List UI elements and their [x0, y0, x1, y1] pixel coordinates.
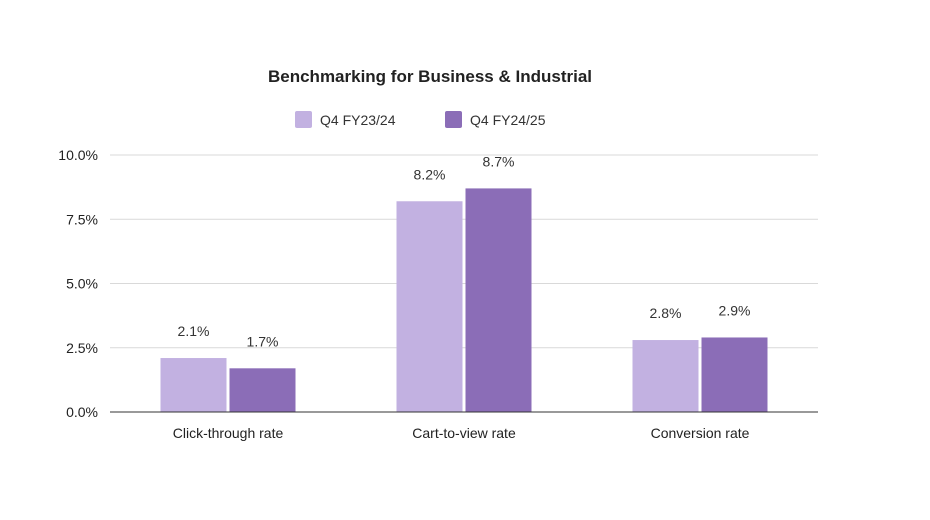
y-axis-ticks: 0.0% 2.5% 5.0% 7.5% 10.0%: [58, 147, 98, 420]
y-tick-label: 5.0%: [66, 276, 98, 292]
chart-title: Benchmarking for Business & Industrial: [268, 67, 592, 86]
bars: [160, 188, 768, 412]
legend-label-series-2: Q4 FY24/25: [470, 112, 546, 128]
bar-1-3: [632, 340, 699, 412]
x-category-label: Conversion rate: [651, 425, 750, 441]
y-tick-label: 0.0%: [66, 404, 98, 420]
data-label: 8.7%: [483, 153, 515, 169]
bar-2-1: [229, 368, 296, 412]
bar-2-2: [465, 188, 532, 412]
legend-swatch-series-1: [295, 111, 312, 128]
data-labels: 2.1% 1.7% 8.2% 8.7% 2.8% 2.9%: [178, 153, 751, 349]
y-tick-label: 10.0%: [58, 147, 98, 163]
x-category-label: Click-through rate: [173, 425, 284, 441]
y-tick-label: 2.5%: [66, 340, 98, 356]
legend-label-series-1: Q4 FY23/24: [320, 112, 396, 128]
data-label: 2.1%: [178, 323, 210, 339]
bar-2-3: [701, 337, 768, 412]
data-label: 2.8%: [650, 305, 682, 321]
y-tick-label: 7.5%: [66, 211, 98, 227]
legend-swatch-series-2: [445, 111, 462, 128]
data-label: 8.2%: [414, 166, 446, 182]
data-label: 2.9%: [719, 302, 751, 318]
data-label: 1.7%: [247, 333, 279, 349]
bar-1-1: [160, 358, 227, 412]
x-category-label: Cart-to-view rate: [412, 425, 516, 441]
legend: Q4 FY23/24 Q4 FY24/25: [295, 111, 546, 128]
x-axis-categories: Click-through rate Cart-to-view rate Conve…: [173, 425, 750, 441]
bar-1-2: [396, 201, 463, 412]
gridlines: [110, 154, 818, 349]
